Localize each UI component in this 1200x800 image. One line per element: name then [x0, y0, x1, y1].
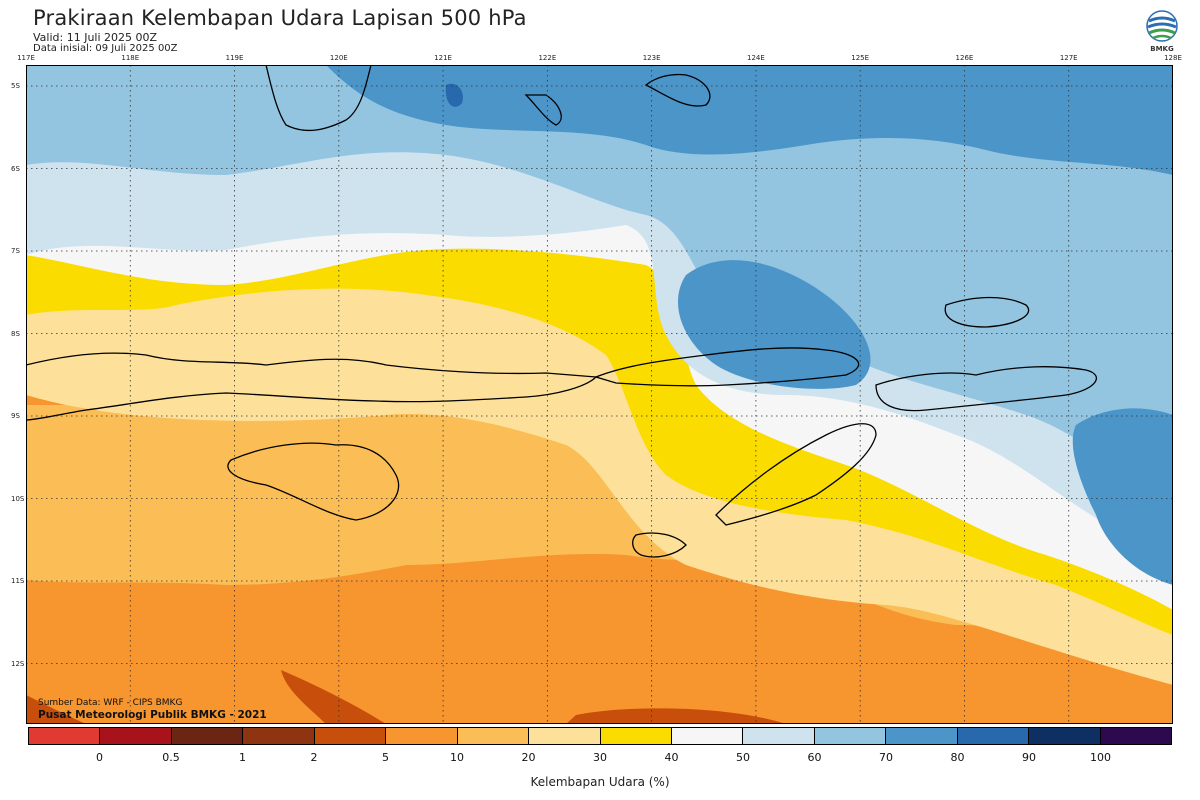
y-tick-label: 11S	[11, 577, 25, 585]
x-tick-label: 122E	[538, 54, 557, 62]
humidity-band-5-10-patch-west	[26, 695, 86, 724]
colorbar-cell	[1100, 728, 1171, 744]
colorbar-tick-label: 50	[736, 751, 750, 764]
island-flores	[594, 347, 860, 387]
humidity-band-70-80	[326, 65, 1173, 175]
humidity-band-70-80-east	[677, 260, 871, 389]
colorbar-cell	[886, 728, 958, 744]
y-tick-label: 5S	[11, 82, 20, 90]
colorbar-tick-label: 0	[96, 751, 103, 764]
x-tick-label: 125E	[851, 54, 870, 62]
y-tick-label: 8S	[11, 329, 20, 338]
colorbar-cell	[314, 728, 387, 744]
x-tick-label: 118E	[121, 54, 140, 62]
y-tick-label: 9S	[11, 412, 20, 420]
colorbar-tick-label: 100	[1090, 751, 1111, 764]
y-tick-label: 12S	[11, 659, 25, 668]
colorbar-cell	[29, 728, 101, 744]
lat-lon-grid	[26, 65, 1173, 724]
colorbar-tick-label: 10	[450, 751, 464, 764]
colorbar-cell	[100, 728, 172, 744]
colorbar-tick-label: 0.5	[162, 751, 180, 764]
source-line: Sumber Data: WRF - CIPS BMKG	[38, 698, 183, 708]
humidity-band-5-10-patch-south	[566, 708, 786, 724]
data-source: Sumber Data: WRF - CIPS BMKG Pusat Meteo…	[38, 697, 267, 721]
colorbar-cell	[743, 728, 815, 744]
colorbar-cell	[600, 728, 672, 744]
humidity-band-5-10-patch	[281, 670, 386, 724]
colorbar-tick-label: 20	[521, 751, 536, 764]
x-tick-label: 128E	[1164, 54, 1182, 62]
colorbar-tick-label: 70	[879, 751, 893, 764]
x-tick-label: 127E	[1059, 54, 1078, 62]
colorbar-tick-label: 5	[382, 751, 389, 764]
island-wetar-nw	[875, 366, 1098, 412]
humidity-band-60-70	[26, 65, 1173, 505]
colorbar-cell	[243, 728, 315, 744]
x-tick-label: 121E	[434, 54, 452, 62]
island-east-small	[944, 296, 1030, 328]
y-tick-label: 10S	[11, 494, 25, 503]
colorbar-cell	[529, 728, 601, 744]
colorbar-cell	[957, 728, 1030, 744]
map-title: Prakiraan Kelembapan Udara Lapisan 500 h…	[33, 6, 527, 30]
logo-label: BMKG	[1150, 45, 1174, 53]
colorbar-cell	[1029, 728, 1101, 744]
x-axis: 117E 118E 119E 120E 121E 122E 123E 124E 125E 126E…	[0, 54, 1200, 64]
colorbar-tick-label: 90	[1022, 751, 1036, 764]
colorbar-title: Kelembapan Udara (%)	[530, 775, 670, 789]
colorbar-cell	[457, 728, 530, 744]
island-sumba	[227, 442, 400, 521]
island-north-coast	[265, 64, 372, 132]
coastlines	[25, 64, 1098, 558]
x-tick-label: 117E	[17, 54, 35, 62]
colorbar-tick-label: 30	[593, 751, 607, 764]
colorbar-cell	[671, 728, 744, 744]
island-sumbawa-lombok	[25, 352, 598, 421]
colorbar	[28, 727, 1172, 745]
island-northeast-far	[644, 73, 711, 107]
x-tick-label: 119E	[225, 54, 244, 62]
colorbar-tick-label: 1	[239, 751, 246, 764]
colorbar-cell	[814, 728, 887, 744]
bmkg-logo-icon: BMKG	[1140, 8, 1184, 58]
valid-time: Valid: 11 Juli 2025 00Z	[33, 31, 158, 44]
humidity-map	[25, 64, 1174, 725]
humidity-band-70-80-southeast	[1072, 408, 1173, 585]
colorbar-tick-label: 2	[310, 751, 318, 764]
y-tick-label: 7S	[11, 247, 20, 255]
colorbar-tick-label: 40	[664, 751, 679, 764]
x-tick-label: 120E	[329, 54, 348, 62]
humidity-band-80-90-patch	[445, 83, 463, 107]
colorbar-tick-label: 60	[807, 751, 822, 764]
x-tick-label: 126E	[955, 54, 974, 62]
colorbar-cell	[171, 728, 244, 744]
colorbar-tick-label: 80	[950, 751, 965, 764]
x-tick-label: 123E	[642, 54, 661, 62]
org-line: Pusat Meteorologi Publik BMKG - 2021	[38, 709, 267, 721]
colorbar-cell	[386, 728, 458, 744]
y-tick-label: 6S	[11, 164, 20, 173]
island-timor	[715, 423, 877, 526]
island-sawu-rote	[632, 532, 687, 558]
island-north-east	[524, 94, 562, 126]
init-time: Data inisial: 09 Juli 2025 00Z	[33, 43, 178, 54]
x-tick-label: 124E	[747, 54, 765, 62]
